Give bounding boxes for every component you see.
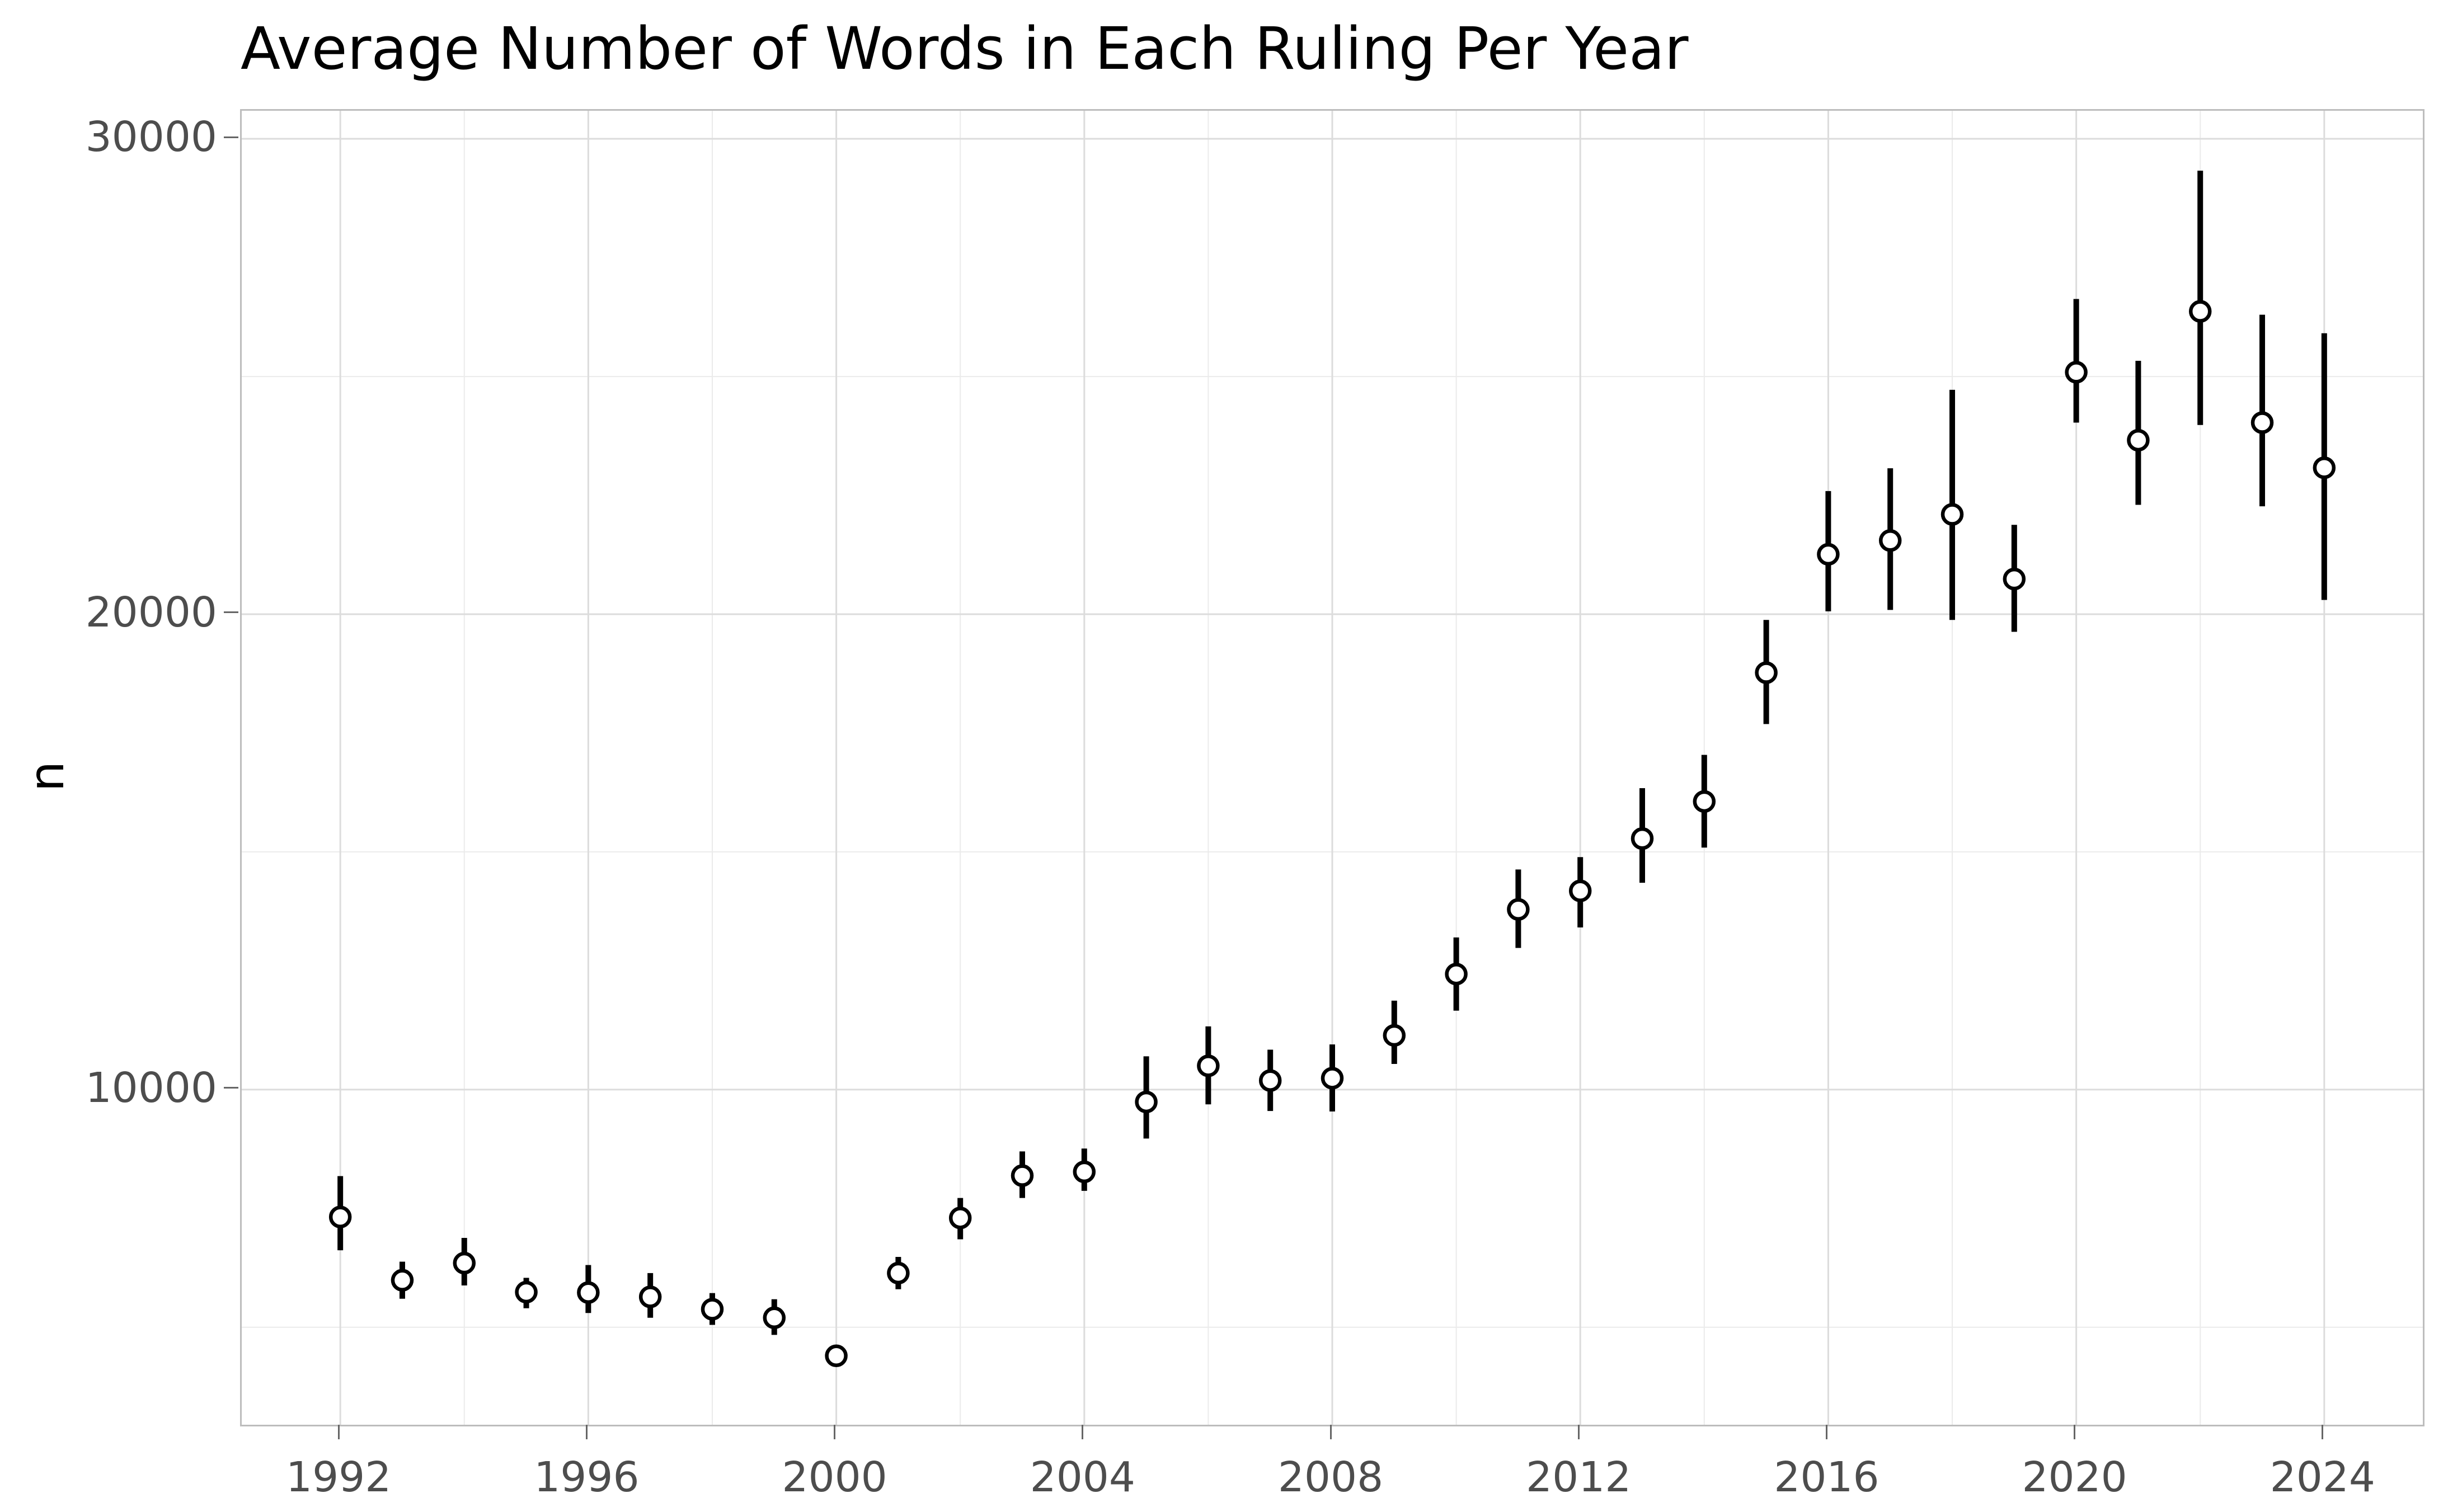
data-point — [763, 1306, 786, 1330]
data-point — [2188, 300, 2212, 323]
x-tick-label: 2008 — [1277, 1453, 1384, 1501]
data-point — [2127, 428, 2150, 452]
data-point — [1878, 529, 1902, 552]
x-tick-label: 2024 — [2270, 1453, 2375, 1501]
data-point — [515, 1280, 538, 1304]
data-point — [1940, 503, 1964, 526]
data-point — [638, 1285, 662, 1308]
y-tick-mark — [224, 136, 238, 138]
data-point — [1321, 1067, 1344, 1090]
x-tick-mark — [2074, 1425, 2076, 1439]
plot-area — [242, 111, 2423, 1425]
x-tick-mark — [834, 1425, 836, 1439]
x-tick-label: 1992 — [286, 1453, 392, 1501]
y-axis-title: n — [19, 761, 75, 792]
y-tick-mark — [224, 611, 238, 614]
data-point — [1073, 1160, 1096, 1184]
data-point — [1135, 1090, 1158, 1114]
y-tick-label: 20000 — [85, 588, 217, 637]
data-point — [1445, 963, 1468, 986]
x-tick-mark — [585, 1425, 588, 1439]
x-tick-mark — [1825, 1425, 1827, 1439]
data-point — [577, 1281, 600, 1304]
data-point — [1197, 1054, 1220, 1077]
data-point — [453, 1251, 476, 1275]
data-point — [2003, 567, 2026, 591]
x-tick-label: 2000 — [782, 1453, 887, 1501]
x-tick-label: 2012 — [1526, 1453, 1632, 1501]
data-point — [391, 1269, 414, 1292]
chart-title: Average Number of Words in Each Ruling P… — [241, 15, 1689, 83]
data-point — [825, 1344, 848, 1368]
data-point — [1631, 827, 1654, 850]
data-point — [1258, 1069, 1282, 1092]
data-point — [887, 1261, 910, 1285]
x-tick-label: 1996 — [534, 1453, 640, 1501]
data-point — [701, 1298, 724, 1321]
y-tick-mark — [224, 1087, 238, 1089]
data-point — [2250, 411, 2274, 434]
x-tick-mark — [1082, 1425, 1084, 1439]
y-tick-label: 10000 — [85, 1063, 217, 1112]
data-point — [1568, 879, 1592, 902]
data-point — [328, 1205, 352, 1228]
data-point — [2313, 456, 2336, 479]
y-tick-label: 30000 — [85, 113, 217, 162]
x-tick-mark — [337, 1425, 340, 1439]
data-point — [1383, 1024, 1406, 1047]
x-tick-label: 2004 — [1030, 1453, 1135, 1501]
data-point — [1507, 898, 1530, 921]
data-point — [1693, 790, 1716, 813]
plot-panel — [240, 109, 2424, 1426]
x-tick-mark — [1329, 1425, 1332, 1439]
x-tick-label: 2016 — [1774, 1453, 1880, 1501]
data-point — [1755, 661, 1778, 684]
data-point — [1817, 543, 1840, 566]
x-tick-mark — [2322, 1425, 2324, 1439]
data-point — [948, 1207, 972, 1230]
x-tick-mark — [1577, 1425, 1580, 1439]
data-point — [2065, 361, 2088, 384]
x-tick-label: 2020 — [2022, 1453, 2127, 1501]
data-point — [1011, 1164, 1034, 1187]
